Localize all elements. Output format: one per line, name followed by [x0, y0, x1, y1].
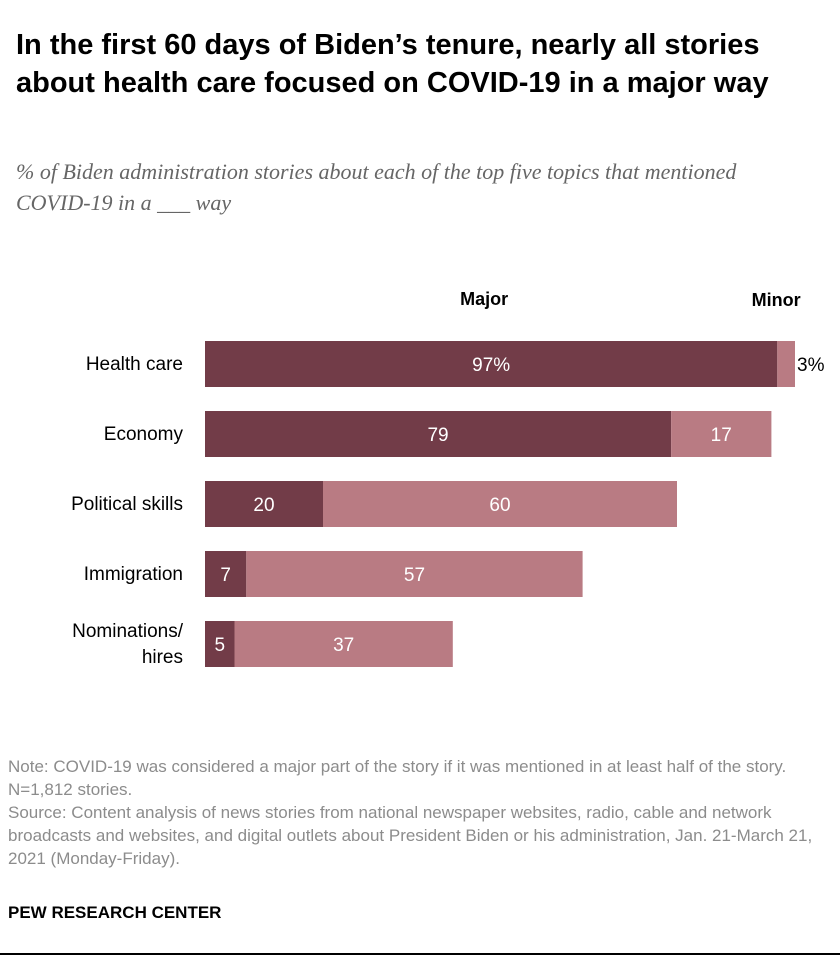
- category-label-nominations-hires-line2: hires: [142, 647, 183, 668]
- bar-major-immigration: [205, 551, 247, 597]
- value-label-major-immigration: 7: [220, 565, 231, 586]
- bar-minor-economy: [671, 411, 772, 457]
- legend-minor: Minor: [752, 290, 801, 310]
- value-label-major-political-skills: 20: [253, 495, 274, 516]
- value-label-minor-nominations-hires: 37: [333, 635, 354, 656]
- source-text: Source: Content analysis of news stories…: [8, 803, 813, 868]
- bar-major-political-skills: [205, 481, 323, 527]
- category-label-health-care: Health care: [86, 354, 183, 375]
- value-label-major-health-care: 97%: [472, 355, 510, 376]
- bar-minor-political-skills: [323, 481, 677, 527]
- category-label-immigration: Immigration: [84, 564, 183, 585]
- value-label-major-economy: 79: [427, 425, 448, 446]
- brand-logo-text: PEW RESEARCH CENTER: [8, 903, 222, 922]
- value-label-minor-economy: 17: [711, 425, 732, 446]
- note-text: Note: COVID-19 was considered a major pa…: [8, 757, 787, 799]
- value-label-minor-health-care: 3%: [797, 355, 825, 376]
- chart-notes: Note: COVID-19 was considered a major pa…: [8, 755, 836, 870]
- bar-minor-health-care: [777, 341, 795, 387]
- stacked-bar-chart: Major Minor Health care 97% 3% Economy 79 17 Pol…: [71, 289, 825, 668]
- value-label-major-nominations-hires: 5: [214, 635, 225, 656]
- bottom-rule: [0, 953, 840, 955]
- bar-major-economy: [205, 411, 672, 457]
- category-label-economy: Economy: [104, 424, 184, 445]
- bar-major-health-care: [205, 341, 778, 387]
- value-label-minor-immigration: 57: [404, 565, 425, 586]
- chart-title: In the first 60 days of Biden’s tenure, …: [16, 29, 769, 99]
- bar-minor-nominations-hires: [234, 621, 453, 667]
- value-label-minor-political-skills: 60: [489, 495, 510, 516]
- bar-minor-immigration: [246, 551, 583, 597]
- category-label-political-skills: Political skills: [71, 494, 183, 515]
- category-label-nominations-hires-line1: Nominations/: [72, 621, 184, 642]
- chart-subtitle: % of Biden administration stories about …: [16, 159, 737, 215]
- bar-major-nominations-hires: [205, 621, 235, 667]
- legend-major: Major: [460, 289, 508, 309]
